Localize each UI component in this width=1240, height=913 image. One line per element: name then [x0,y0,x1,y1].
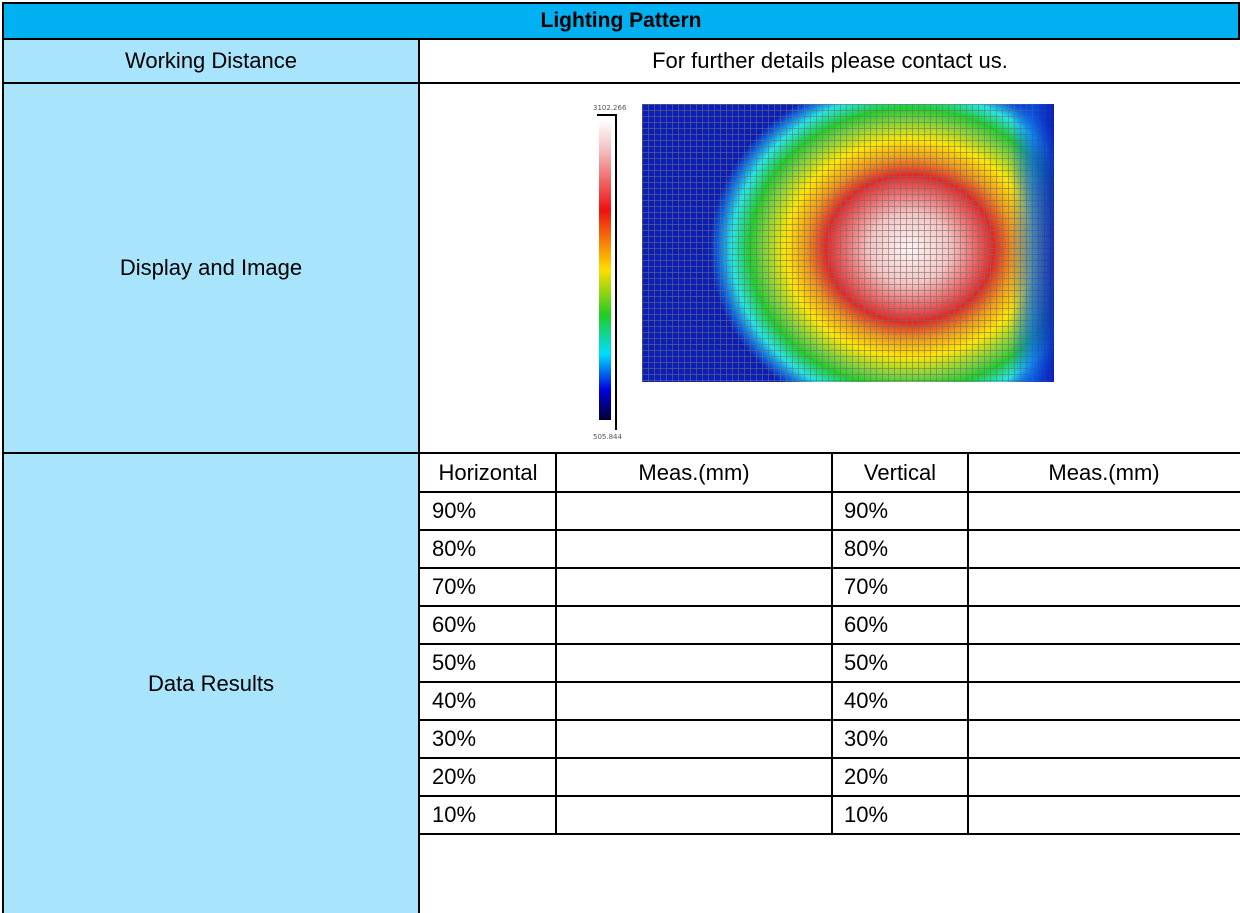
horizontal-percent: 30% [432,726,477,751]
vertical-percent: 10% [844,802,889,827]
table-grid-line [420,643,1240,645]
data-results-table: Horizontal Meas.(mm) Vertical Meas.(mm) … [420,454,1240,842]
vertical-meas-value [968,796,1240,834]
vertical-meas-value [968,568,1240,606]
table-grid-line [420,605,1240,607]
table-grid-line [420,795,1240,797]
vertical-percent: 90% [844,498,889,523]
page-title: Lighting Pattern [2,2,1240,40]
horizontal-percent: 40% [432,688,477,713]
vertical-meas-value [968,644,1240,682]
header-vertical: Vertical [863,460,937,485]
data-results-label: Data Results [2,454,420,913]
horizontal-percent: 20% [432,764,477,789]
vertical-meas-value [968,720,1240,758]
display-image-label: Display and Image [2,84,420,454]
horizontal-percent: 90% [432,498,477,523]
horizontal-percent: 60% [432,612,477,637]
vertical-meas-value [968,492,1240,530]
vertical-percent: 60% [844,612,889,637]
scale-min-label: 505.844 [593,433,622,441]
horizontal-meas-value [556,568,832,606]
table-grid-line [420,719,1240,721]
vertical-percent: 20% [844,764,889,789]
header-meas-vertical: Meas.(mm) [1048,460,1160,485]
table-grid-line [420,681,1240,683]
vertical-percent: 70% [844,574,889,599]
table-grid-line [420,567,1240,569]
horizontal-percent: 10% [432,802,477,827]
horizontal-meas-value [556,758,832,796]
working-distance-label: Working Distance [2,40,420,84]
table-grid-line [420,529,1240,531]
vertical-percent: 30% [844,726,889,751]
vertical-meas-value [968,530,1240,568]
table-grid-line [420,833,1240,835]
horizontal-percent: 80% [432,536,477,561]
horizontal-percent: 50% [432,650,477,675]
horizontal-meas-value [556,606,832,644]
vertical-percent: 50% [844,650,889,675]
heatmap-edge [1010,104,1054,382]
horizontal-meas-value [556,682,832,720]
table-grid-line [555,454,557,834]
header-meas-horizontal: Meas.(mm) [638,460,750,485]
scale-gradient [599,120,611,420]
horizontal-percent: 70% [432,574,477,599]
horizontal-meas-value [556,720,832,758]
vertical-meas-value [968,606,1240,644]
color-scale: 3102.266 505.844 [591,104,635,441]
working-distance-value: For further details please contact us. [420,40,1240,84]
vertical-percent: 80% [844,536,889,561]
vertical-meas-value [968,758,1240,796]
table-grid-line [420,491,1240,493]
horizontal-meas-value [556,796,832,834]
lighting-heatmap [642,104,1054,382]
horizontal-meas-value [556,644,832,682]
horizontal-meas-value [556,530,832,568]
horizontal-meas-value [556,492,832,530]
vertical-meas-value [968,682,1240,720]
scale-max-label: 3102.266 [593,104,627,112]
display-image-cell: 3102.266 505.844 [420,84,1240,454]
table-grid-line [420,757,1240,759]
header-horizontal: Horizontal [438,460,538,485]
table-grid-line [831,454,833,834]
vertical-percent: 40% [844,688,889,713]
table-grid-line [967,454,969,834]
